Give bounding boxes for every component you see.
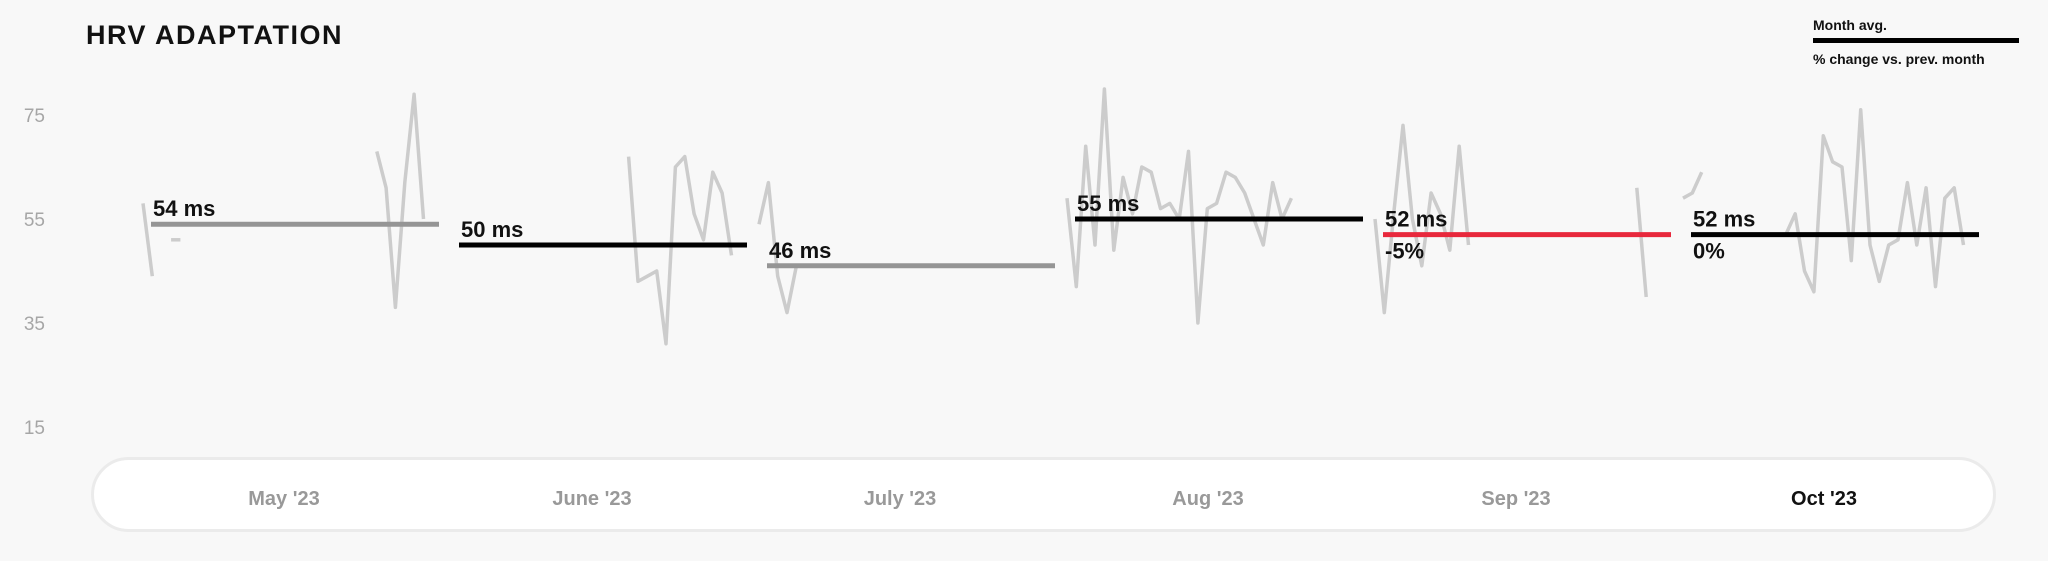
month-tab[interactable]: Sep '23 [1481, 488, 1551, 510]
legend-avg-line [1813, 38, 2019, 43]
month-avg-label: 55 ms [1077, 191, 1139, 216]
daily-hrv-line [141, 203, 155, 277]
hrv-chart: 75 55 35 15 54 ms 50 ms 46 ms 55 ms 52 ms -5% 52 … [24, 87, 1979, 439]
daily-hrv-line [757, 180, 799, 315]
month-avg-label: 52 ms [1693, 207, 1755, 232]
month-change-label: 0% [1693, 239, 1725, 264]
y-axis: 75 55 35 15 [24, 106, 45, 439]
daily-hrv-line [626, 154, 734, 346]
legend-month-avg-label: Month avg. [1813, 17, 1887, 33]
month-avg-label: 54 ms [153, 196, 215, 221]
y-tick-label: 75 [24, 106, 45, 127]
month-change-label: -5% [1385, 239, 1424, 264]
y-tick-label: 55 [24, 210, 45, 231]
daily-hrv-line [1635, 187, 1648, 298]
chart-title: HRV ADAPTATION [86, 20, 343, 50]
month-tab[interactable]: July '23 [863, 488, 937, 510]
month-tab[interactable]: Aug '23 [1172, 488, 1244, 510]
legend: Month avg. % change vs. prev. month [1813, 14, 2019, 67]
daily-hrv-line [1784, 108, 1966, 294]
daily-hrv-line [1682, 171, 1704, 200]
month-tab[interactable]: Oct '23 [1791, 488, 1857, 510]
daily-hrv-line [375, 92, 426, 310]
y-tick-label: 35 [24, 314, 45, 335]
legend-change-label: % change vs. prev. month [1813, 51, 1985, 67]
month-avg-label: 52 ms [1385, 207, 1447, 232]
month-avg-label: 50 ms [461, 217, 523, 242]
month-selector: May '23 June '23 July '23 Aug '23 Sep '23 Oct… [91, 457, 1996, 532]
monthly-average-lines: 54 ms 50 ms 46 ms 55 ms 52 ms -5% 52 ms 0% [151, 191, 1979, 269]
month-tab[interactable]: June '23 [552, 488, 632, 510]
daily-hrv-line [1373, 123, 1471, 315]
daily-hrv-series [141, 87, 1966, 346]
y-tick-label: 15 [24, 418, 45, 439]
month-tab[interactable]: May '23 [248, 488, 320, 510]
month-avg-label: 46 ms [769, 238, 831, 263]
